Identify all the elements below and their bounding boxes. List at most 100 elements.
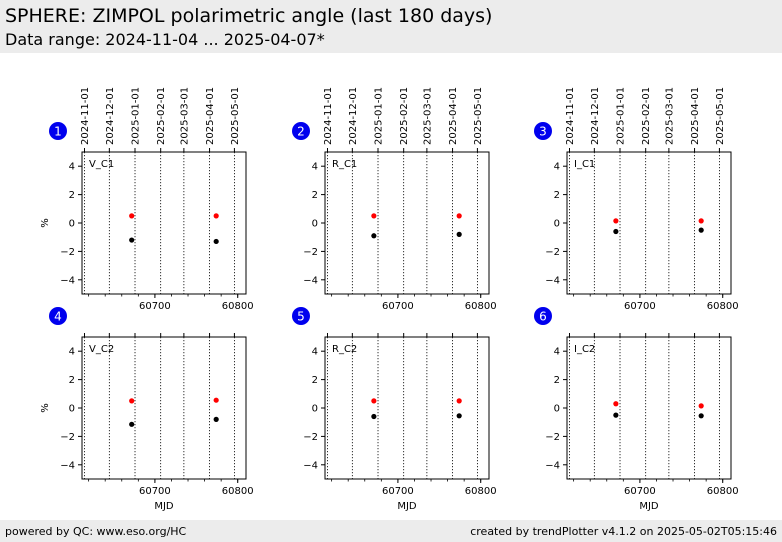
x-tick-label: 60700 — [624, 301, 656, 312]
data-point — [698, 218, 704, 224]
footer-created-by: created by trendPlotter v4.1.2 on 2025-0… — [470, 525, 777, 538]
footer-powered-by[interactable]: powered by QC: www.eso.org/HC — [5, 525, 187, 538]
date-tick-label: 2024-12-01 — [590, 87, 601, 145]
date-tick-label: 2025-05-01 — [715, 87, 726, 145]
panel-number-label: 4 — [54, 310, 62, 324]
panel-number-badge — [49, 307, 67, 325]
plot-frame — [81, 151, 247, 295]
panel-number-badge — [49, 122, 67, 140]
date-tick-label: 2024-12-01 — [348, 87, 359, 145]
y-tick-label: 2 — [69, 375, 75, 386]
x-axis-label: MJD — [154, 501, 174, 512]
data-point — [371, 233, 377, 239]
panel-label: I_C2 — [574, 344, 595, 355]
date-tick-label: 2025-01-01 — [616, 87, 627, 145]
y-tick-label: 4 — [312, 347, 318, 358]
y-tick-label: −2 — [60, 247, 75, 258]
plot-frame — [566, 151, 732, 295]
date-tick-label: 2025-04-01 — [205, 87, 216, 145]
panel-number-badge — [292, 307, 310, 325]
date-tick-label: 2024-11-01 — [323, 87, 334, 145]
panel-number-label: 2 — [297, 125, 305, 139]
y-tick-label: 2 — [554, 190, 560, 201]
panel-number-label: 5 — [297, 310, 305, 324]
plot-frame — [81, 336, 247, 480]
data-point — [213, 238, 219, 245]
y-tick-label: −4 — [545, 460, 560, 471]
panel-label: V_C2 — [89, 344, 114, 355]
data-point — [213, 397, 219, 403]
data-point — [213, 213, 219, 219]
data-point — [613, 218, 619, 224]
data-point — [456, 231, 462, 237]
y-tick-label: −2 — [545, 432, 560, 443]
y-tick-label: 4 — [69, 162, 75, 173]
y-tick-label: −4 — [303, 275, 318, 286]
x-tick-label: 60700 — [624, 486, 656, 497]
data-point — [129, 398, 135, 404]
y-tick-label: 0 — [69, 219, 75, 230]
data-point — [698, 413, 704, 419]
y-tick-label: −2 — [303, 432, 318, 443]
x-tick-label: 60800 — [707, 301, 739, 312]
y-tick-label: 2 — [312, 190, 318, 201]
x-tick-label: 60800 — [707, 486, 739, 497]
data-range-subtitle: Data range: 2024-11-04 ... 2025-04-07* — [5, 30, 325, 49]
x-tick-label: 60700 — [382, 486, 414, 497]
date-tick-label: 2025-03-01 — [664, 87, 675, 145]
y-tick-label: 4 — [312, 162, 318, 173]
date-tick-label: 2024-12-01 — [105, 87, 116, 145]
plot-frame — [566, 336, 732, 480]
data-point — [371, 213, 377, 219]
chart-panel: −4 −2 0 2 4 60700 60800 MJD I_C2 6 — [534, 307, 739, 512]
y-tick-label: 0 — [69, 404, 75, 415]
data-point — [613, 412, 619, 418]
data-point — [213, 416, 219, 422]
data-point — [129, 421, 135, 427]
y-tick-label: 0 — [312, 219, 318, 230]
chart-panel: 2024-11-01 2024-12-01 2025-01-01 2025-02-01… — [292, 87, 497, 312]
data-point — [129, 213, 135, 219]
date-tick-label: 2025-02-01 — [156, 87, 167, 145]
y-tick-label: 0 — [554, 219, 560, 230]
data-point — [456, 398, 462, 404]
data-point — [456, 413, 462, 419]
chart-panel: 2024-11-01 2024-12-01 2025-01-01 2025-02-01… — [40, 87, 254, 312]
panel-number-badge — [534, 307, 552, 325]
y-tick-label: 2 — [554, 375, 560, 386]
panel-number-label: 1 — [54, 125, 62, 139]
date-tick-label: 2024-11-01 — [80, 87, 91, 145]
x-axis-label: MJD — [397, 501, 417, 512]
panel-number-label: 3 — [539, 125, 547, 139]
chart-panel: −4 −2 0 2 4 60700 60800 MJD% V_C2 4 — [40, 307, 254, 512]
y-tick-label: 0 — [312, 404, 318, 415]
x-tick-label: 60800 — [465, 486, 497, 497]
panel-number-badge — [534, 122, 552, 140]
y-tick-label: 2 — [69, 190, 75, 201]
y-tick-label: −4 — [60, 460, 75, 471]
y-axis-label: % — [40, 218, 51, 228]
x-tick-label: 60800 — [465, 301, 497, 312]
y-tick-label: −4 — [60, 275, 75, 286]
data-point — [613, 228, 619, 235]
date-tick-label: 2024-11-01 — [565, 87, 576, 145]
date-tick-label: 2025-03-01 — [179, 87, 190, 145]
y-tick-label: 4 — [554, 347, 560, 358]
x-tick-label: 60800 — [222, 486, 254, 497]
plot-frame — [324, 336, 490, 480]
chart-panel: 2024-11-01 2024-12-01 2025-01-01 2025-02-01… — [534, 87, 739, 312]
x-tick-label: 60700 — [139, 486, 171, 497]
header-band: SPHERE: ZIMPOL polarimetric angle (last … — [0, 0, 782, 53]
panel-number-badge — [292, 122, 310, 140]
x-tick-label: 60700 — [382, 301, 414, 312]
date-tick-label: 2025-02-01 — [399, 87, 410, 145]
panel-label: R_C2 — [332, 344, 357, 355]
panel-label: R_C1 — [332, 159, 357, 170]
date-tick-label: 2025-04-01 — [448, 87, 459, 145]
data-point — [698, 227, 704, 233]
y-tick-label: 2 — [312, 375, 318, 386]
date-tick-label: 2025-01-01 — [374, 87, 385, 145]
date-tick-label: 2025-02-01 — [641, 87, 652, 145]
x-tick-label: 60800 — [222, 301, 254, 312]
